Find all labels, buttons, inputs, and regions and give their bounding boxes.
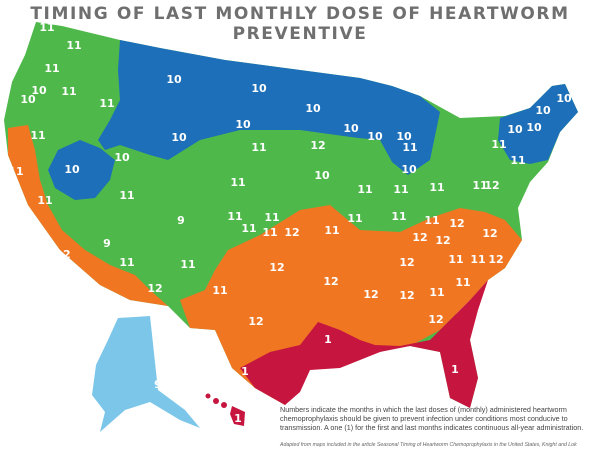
label-nc2: 12 (488, 253, 503, 266)
month-labels: 11 11 11 10 11 10 11 11 10 10 10 10 10 1… (8, 21, 572, 425)
label-sd1: 10 (114, 151, 130, 164)
map-title: TIMING OF LAST MONTHLY DOSE OF HEARTWORM… (30, 4, 570, 44)
hawaii (205, 393, 245, 426)
label-az2: 11 (119, 256, 134, 269)
label-ks2: 11 (262, 226, 277, 239)
label-wi1: 10 (343, 122, 359, 135)
zone-1-gulf-coast (240, 280, 488, 408)
label-ne4: 11 (227, 210, 242, 223)
label-ky1: 12 (412, 231, 427, 244)
label-sc1: 11 (455, 276, 470, 289)
label-or1: 10 (31, 84, 47, 97)
label-wv1: 12 (482, 227, 497, 240)
label-tx2: 12 (248, 315, 263, 328)
label-hi1: 1 (234, 412, 242, 425)
label-id1: 10 (166, 73, 182, 86)
zone-10-northern-band (98, 40, 440, 175)
label-mi3: 10 (401, 163, 417, 176)
label-in1: 11 (472, 179, 487, 192)
label-tn1: 12 (399, 256, 414, 269)
label-ne2: 10 (526, 121, 542, 134)
label-ga1: 11 (429, 286, 444, 299)
label-ut1: 11 (429, 181, 444, 194)
label-az1: 9 (103, 237, 111, 250)
label-ga2: 12 (428, 313, 443, 326)
label-or4: 11 (99, 97, 114, 110)
label-oh1: 11 (424, 214, 439, 227)
zone-10-michigan (390, 118, 428, 168)
label-mn2: 11 (8, 165, 23, 178)
label-ca4: 11 (230, 176, 245, 189)
label-mt2: 10 (171, 131, 187, 144)
map-caption: Numbers indicate the months in which the… (280, 405, 584, 432)
label-co1: 9 (177, 214, 185, 227)
label-nv1: 11 (119, 189, 134, 202)
label-mi2: 11 (402, 141, 417, 154)
label-nd1: 10 (235, 118, 251, 131)
label-mi1: 10 (396, 130, 412, 143)
zone-10-new-england (498, 84, 578, 164)
label-mt1: 10 (251, 82, 267, 95)
label-wa2: 11 (66, 39, 81, 52)
label-or2: 11 (61, 85, 76, 98)
source-note: Adapted from maps included in the articl… (280, 442, 577, 448)
label-az4: 12 (147, 282, 162, 295)
label-nv2: 10 (314, 169, 330, 182)
label-ar1: 12 (323, 275, 338, 288)
label-or3: 10 (20, 93, 36, 106)
label-wa1: 11 (39, 21, 54, 34)
label-ne1: 10 (535, 104, 551, 117)
label-tn2: 11 (448, 253, 463, 266)
label-oh2: 11 (241, 222, 256, 235)
label-pa1: 11 (324, 224, 339, 237)
label-al1: 12 (399, 289, 414, 302)
label-id2: 10 (64, 163, 80, 176)
label-ia1: 11 (347, 212, 362, 225)
label-tx1: 12 (269, 261, 284, 274)
label-ca2: 11 (251, 141, 266, 154)
label-wy1: 11 (357, 183, 372, 196)
label-wi2: 10 (367, 130, 383, 143)
label-co2: 11 (37, 194, 52, 207)
label-ok1: 12 (284, 226, 299, 239)
label-ak1: 9 (154, 378, 162, 391)
label-wa3: 11 (44, 62, 59, 75)
label-ny1: 11 (491, 138, 506, 151)
label-ne3: 10 (507, 123, 523, 136)
label-ca1: 12 (484, 179, 499, 192)
label-fl1: 1 (451, 363, 459, 376)
alaska (92, 316, 200, 432)
label-tx3: 1 (241, 365, 249, 378)
label-az3: 12 (55, 248, 70, 261)
label-la1: 1 (324, 333, 332, 346)
label-mn1: 10 (305, 102, 321, 115)
label-il1: 11 (391, 210, 406, 223)
label-ms1: 12 (363, 288, 378, 301)
zone-12-west-coast (8, 125, 168, 306)
label-ca3: 12 (310, 139, 325, 152)
label-or5: 11 (30, 129, 45, 142)
label-mo1: 12 (449, 217, 464, 230)
label-va1: 12 (435, 234, 450, 247)
label-me1: 10 (556, 92, 572, 105)
label-ny2: 11 (510, 154, 525, 167)
label-nm1: 11 (180, 258, 195, 271)
label-wy2: 11 (393, 183, 408, 196)
label-ks1: 11 (264, 211, 279, 224)
zone-10-idaho-blob (48, 140, 115, 200)
label-nc1: 11 (470, 253, 485, 266)
label-nm2: 11 (212, 284, 227, 297)
